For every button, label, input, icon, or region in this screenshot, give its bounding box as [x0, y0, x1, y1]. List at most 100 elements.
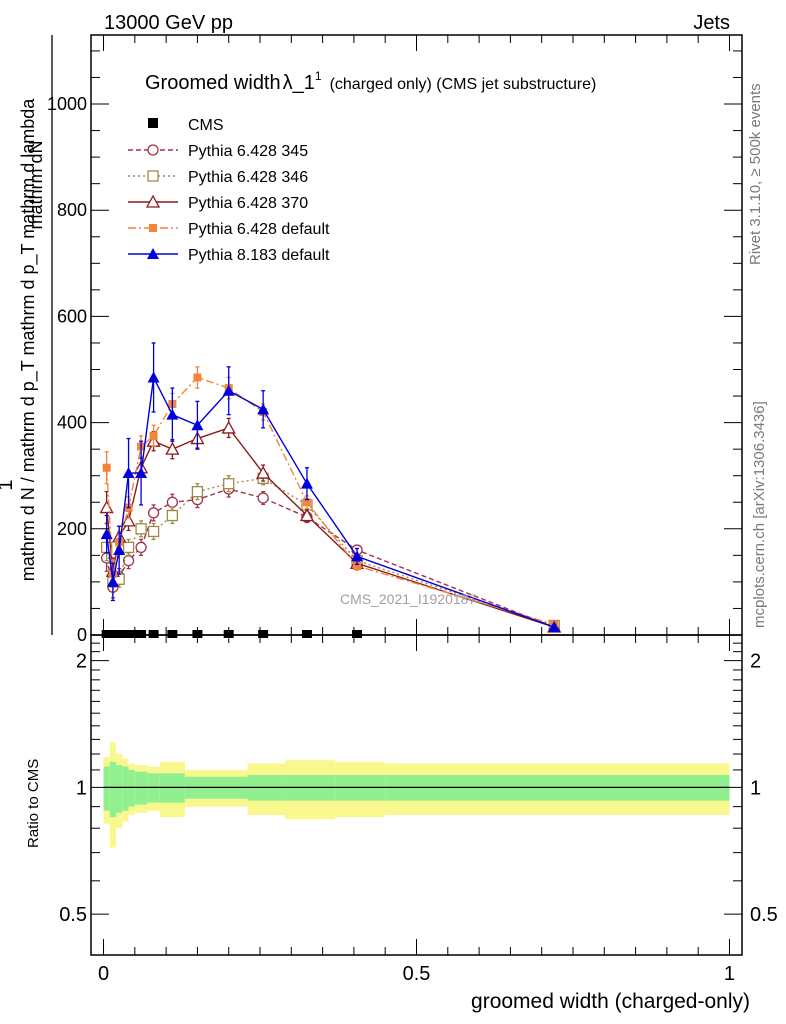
- x-tick-label: 0.5: [403, 963, 431, 985]
- y-label-numerator: mathrm dN: [26, 140, 46, 229]
- y-tick-label: 1000: [47, 94, 87, 114]
- ratio-y-label: Ratio to CMS: [25, 759, 42, 848]
- marker: [100, 528, 113, 540]
- series-5: [100, 342, 561, 633]
- chart-title-symbol: λ_1: [283, 72, 315, 94]
- marker: [166, 408, 179, 420]
- cms-data-point: [352, 630, 363, 638]
- marker: [353, 561, 362, 570]
- marker: [300, 477, 313, 489]
- marker: [147, 248, 159, 259]
- cms-data-point: [126, 630, 137, 638]
- ratio-panel: 0.5 0.5 1 1 2 2 0 0.5 1 Ratio to CMS groomed wid…: [25, 634, 778, 1013]
- chart-title-text: Groomed width: [145, 72, 281, 94]
- marker: [135, 523, 147, 535]
- ratio-stat-band: [128, 769, 135, 807]
- ratio-stat-band: [134, 771, 148, 805]
- main-panel: CMS_2021_I1920187 0 200 400 600 800 1000 Groo…: [0, 34, 743, 645]
- marker: [147, 170, 159, 182]
- rivet-label: Rivet 3.1.10, ≥ 500k events: [747, 83, 764, 265]
- marker: [147, 525, 160, 538]
- ratio-y-tick-label-right: 1: [750, 777, 761, 799]
- marker: [166, 509, 179, 522]
- marker: [166, 496, 179, 508]
- ratio-y-tick-label: 0.5: [59, 904, 87, 926]
- marker: [193, 373, 202, 382]
- ratio-stat-band: [122, 766, 129, 811]
- marker: [99, 500, 114, 514]
- marker: [191, 419, 204, 431]
- x-axis-label: groomed width (charged-only): [471, 990, 750, 1013]
- ratio-y-tick-label-right: 0.5: [750, 904, 778, 926]
- marker: [102, 463, 111, 472]
- marker: [257, 492, 269, 504]
- marker: [147, 371, 160, 383]
- ratio-y-tick-label: 1: [76, 777, 87, 799]
- marker: [122, 467, 135, 479]
- cms-data-point: [148, 630, 159, 638]
- ratio-y-tick-label-right: 2: [750, 651, 761, 673]
- cms-data-point: [258, 630, 269, 638]
- marker: [122, 541, 135, 554]
- mcplots-label: mcplots.cern.ch [arXiv:1306.3436]: [751, 401, 768, 628]
- legend-label: Pythia 6.428 346: [188, 169, 308, 186]
- legend: CMS Pythia 6.428 345 Pythia 6.428 346 Pythi…: [128, 117, 330, 264]
- marker: [351, 550, 364, 562]
- marker: [257, 403, 270, 415]
- y-tick-label: 400: [57, 413, 87, 433]
- process-label: Jets: [693, 12, 730, 34]
- ratio-y-tick-label: 2: [76, 651, 87, 673]
- marker: [149, 224, 157, 232]
- marker: [145, 194, 161, 208]
- marker: [135, 541, 147, 554]
- marker: [221, 420, 236, 434]
- marker: [191, 485, 204, 498]
- y-tick-label: 0: [77, 625, 87, 645]
- legend-label: CMS: [188, 117, 224, 134]
- ratio-stat-band: [109, 761, 117, 818]
- marker: [222, 384, 235, 396]
- marker: [165, 441, 180, 455]
- cms-data-point: [101, 630, 112, 638]
- cms-data-point: [167, 630, 178, 638]
- chart-title-sup: 1: [315, 69, 322, 83]
- legend-label: Pythia 6.428 345: [188, 143, 308, 160]
- ratio-stat-band: [103, 766, 110, 811]
- marker: [299, 508, 315, 522]
- y-tick-label: 200: [57, 519, 87, 539]
- y-label-front: 1: [0, 479, 17, 490]
- series-3: [99, 417, 562, 633]
- analysis-watermark: CMS_2021_I1920187: [340, 591, 476, 607]
- marker: [135, 467, 148, 479]
- cms-data-point: [136, 630, 147, 638]
- marker: [147, 144, 159, 156]
- legend-marker-cms: [148, 118, 158, 128]
- ratio-frame: [90, 634, 743, 956]
- beam-label: 13000 GeV pp: [104, 12, 233, 34]
- y-tick-label: 800: [57, 200, 87, 220]
- ratio-stat-band: [116, 765, 123, 813]
- y-tick-label: 600: [57, 306, 87, 326]
- cms-data-point: [301, 630, 312, 638]
- cms-data-point: [114, 630, 125, 638]
- chart-title-detail: (charged only) (CMS jet substructure): [330, 76, 597, 93]
- marker: [149, 431, 158, 440]
- series-line: [105, 427, 555, 628]
- marker: [302, 498, 311, 507]
- chart-title: Groomed width λ_11 (charged only) (CMS jet…: [145, 69, 596, 94]
- cms-data-point: [107, 630, 118, 638]
- series-1: [100, 480, 560, 633]
- marker: [223, 478, 235, 490]
- legend-label: Pythia 6.428 370: [188, 195, 308, 212]
- y-axis-label: mathrm dN mathrm d N / mathrm d p_T math…: [0, 35, 53, 635]
- marker: [548, 621, 561, 633]
- x-tick-label: 0: [98, 963, 109, 985]
- cms-data-point: [120, 630, 131, 638]
- marker: [256, 465, 271, 479]
- legend-label: Pythia 6.428 default: [188, 221, 330, 238]
- marker: [106, 575, 119, 587]
- x-tick-label: 1: [724, 963, 735, 985]
- legend-label: Pythia 8.183 default: [188, 247, 330, 264]
- marker: [147, 507, 160, 519]
